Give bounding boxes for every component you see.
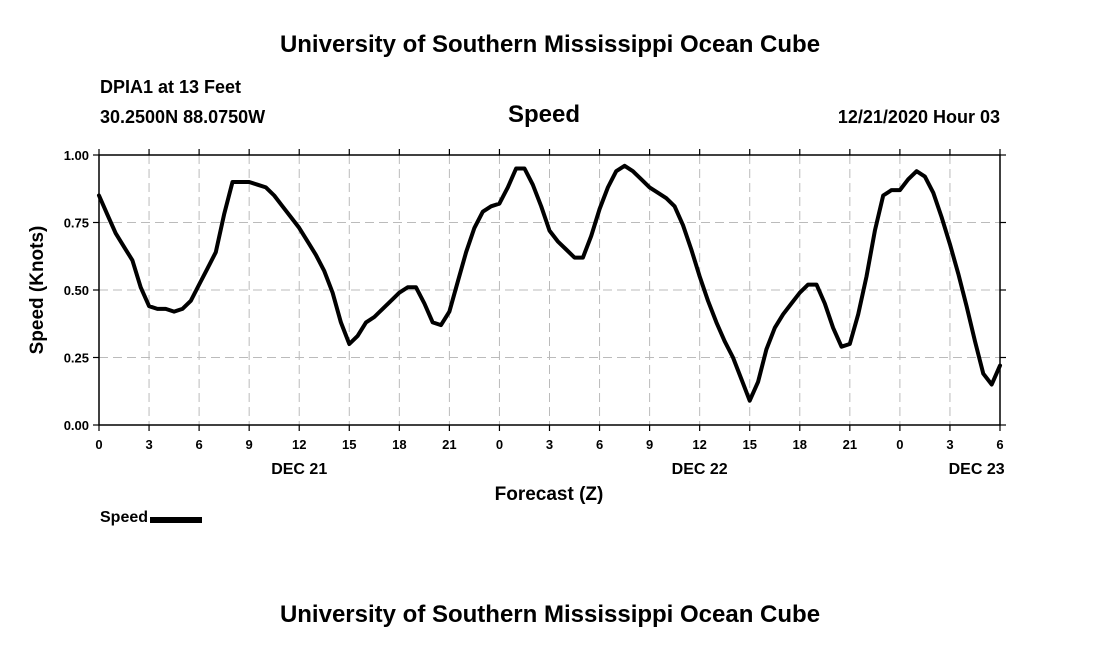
date-label: DEC 21 xyxy=(271,461,327,478)
x-tick-label: 18 xyxy=(392,437,406,452)
x-tick-label: 21 xyxy=(843,437,857,452)
legend: Speed xyxy=(100,509,203,527)
x-tick-label: 18 xyxy=(793,437,807,452)
x-tick-label: 9 xyxy=(646,437,653,452)
x-tick-label: 12 xyxy=(692,437,706,452)
plot-frame xyxy=(98,154,1001,426)
x-tick-label: 15 xyxy=(742,437,756,452)
station-coordinates: 30.2500N 88.0750W xyxy=(100,107,266,127)
legend-swatch xyxy=(150,517,203,523)
x-tick-label: 6 xyxy=(596,437,603,452)
chart-subtitle: Speed xyxy=(508,101,581,128)
y-tick-label: 0.50 xyxy=(64,283,89,298)
grid-layer xyxy=(99,155,1000,425)
page-title-bottom: University of Southern Mississippi Ocean… xyxy=(279,601,821,628)
x-tick-label: 15 xyxy=(342,437,356,452)
x-axis-ticks: 0 3 6 9 12 15 18 21 0 3 6 9 12 15 18 21 0 3 6 xyxy=(95,149,1004,452)
x-tick-label: 0 xyxy=(896,437,903,452)
x-tick-label: 3 xyxy=(145,437,152,452)
y-axis-ticks: 0.00 0.25 0.50 0.75 1.00 xyxy=(64,148,1006,433)
y-tick-label: 0.25 xyxy=(64,351,89,366)
station-label: DPIA1 at 13 Feet xyxy=(100,77,242,97)
x-tick-label: 6 xyxy=(996,437,1003,452)
speed-series-line xyxy=(97,163,1002,403)
date-labels: DEC 21 DEC 22 DEC 23 xyxy=(271,461,1005,478)
x-tick-label: 12 xyxy=(292,437,306,452)
x-tick-label: 3 xyxy=(946,437,953,452)
x-tick-label: 21 xyxy=(442,437,456,452)
x-tick-label: 0 xyxy=(496,437,503,452)
y-tick-label: 0.00 xyxy=(64,418,89,433)
forecast-timestamp: 12/21/2020 Hour 03 xyxy=(837,107,1000,127)
y-axis-title: Speed (Knots) xyxy=(27,226,48,355)
x-axis-title: Forecast (Z) xyxy=(495,484,604,505)
x-tick-label: 0 xyxy=(95,437,102,452)
date-label: DEC 23 xyxy=(949,461,1005,478)
legend-label: Speed xyxy=(100,509,149,526)
y-tick-label: 0.75 xyxy=(64,216,89,231)
x-tick-label: 3 xyxy=(546,437,553,452)
x-tick-label: 9 xyxy=(246,437,253,452)
y-tick-label: 1.00 xyxy=(64,148,89,163)
date-label: DEC 22 xyxy=(672,461,728,478)
x-tick-label: 6 xyxy=(195,437,202,452)
page-title-top: University of Southern Mississippi Ocean… xyxy=(279,31,821,58)
